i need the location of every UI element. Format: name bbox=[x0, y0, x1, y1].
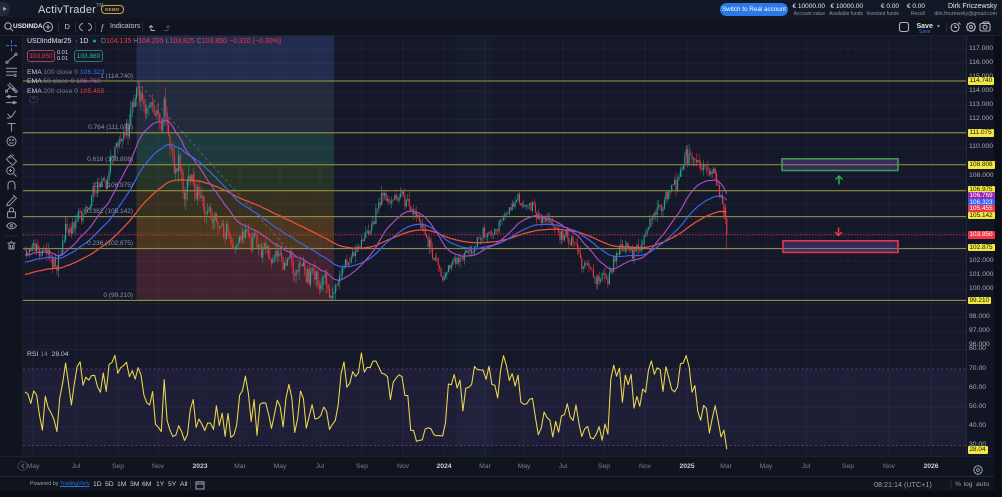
svg-text:f: f bbox=[101, 23, 105, 32]
